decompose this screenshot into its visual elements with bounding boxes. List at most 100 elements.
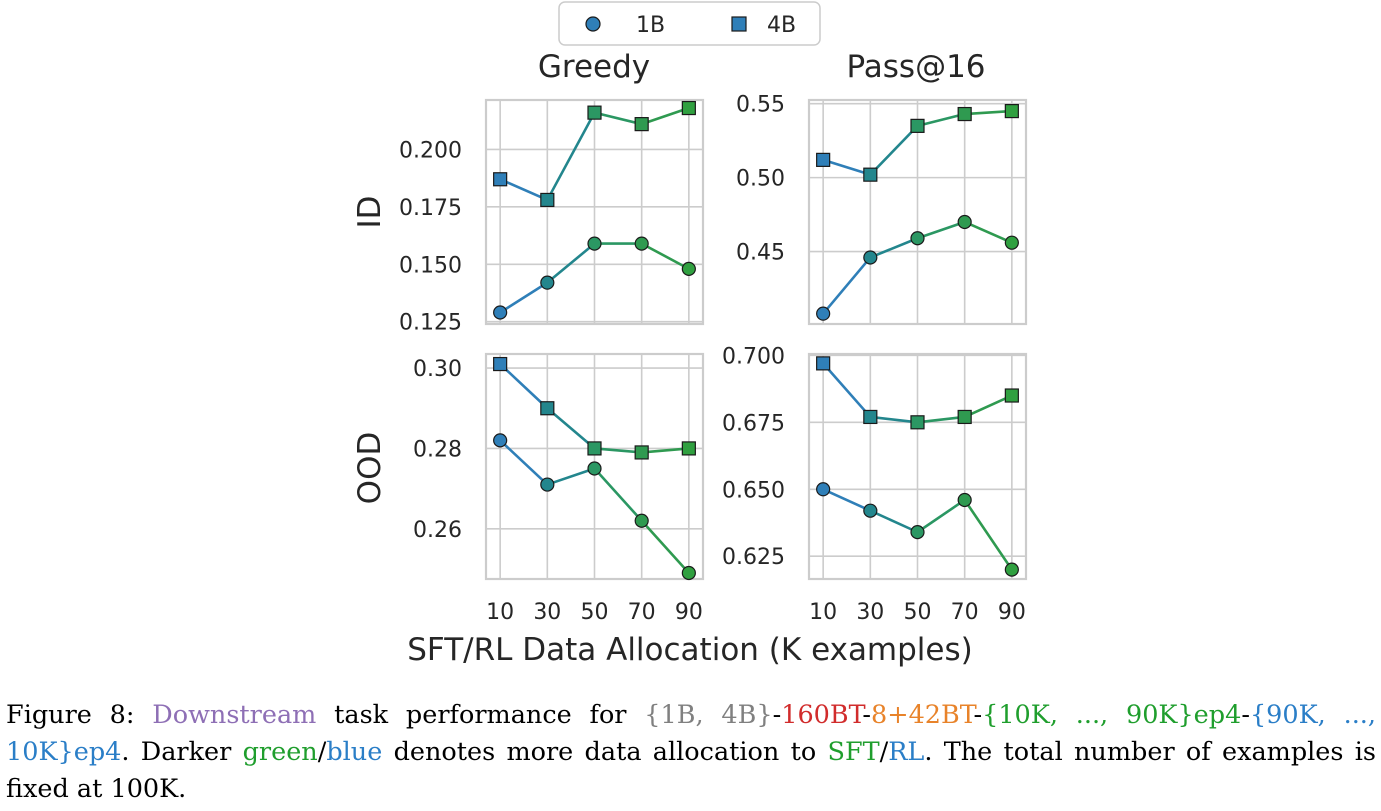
- data-point-1b: [863, 250, 878, 265]
- panel-greedy-id: 0.125 0.150 0.175 0.200: [399, 98, 705, 336]
- series-4b-segment: [963, 109, 1014, 116]
- series-4b-segment: [821, 362, 872, 419]
- series-1b-segment: [916, 220, 966, 240]
- y-tick-label: 0.45: [736, 241, 785, 266]
- caption-text-2: . Darker: [121, 737, 243, 767]
- column-title-pass16: Pass@16: [846, 49, 985, 85]
- data-point-4b: [1004, 388, 1019, 403]
- data-point-4b: [681, 441, 696, 456]
- series-1b-segment: [869, 509, 919, 534]
- data-point-4b: [863, 167, 878, 182]
- legend-4b-marker: [731, 16, 747, 32]
- series-1b-segment: [963, 498, 1014, 571]
- caption-rl: RL: [888, 737, 925, 767]
- series-1b-segment: [869, 236, 919, 259]
- y-tick-label: 0.150: [399, 253, 462, 278]
- y-tick-label: 0.50: [736, 167, 785, 192]
- series-4b-segment: [498, 177, 549, 202]
- y-tick-label: 0.650: [722, 478, 785, 503]
- y-tick-label: 0.200: [399, 138, 462, 163]
- y-tick-label: 0.175: [399, 196, 462, 221]
- series-1b-segment: [640, 242, 691, 271]
- data-point-4b: [910, 118, 925, 133]
- x-tick-label: 90: [675, 600, 703, 625]
- data-point-1b: [1004, 235, 1019, 250]
- y-tick-label: 0.675: [722, 411, 785, 436]
- caption-green: green: [242, 737, 318, 767]
- data-point-1b: [634, 236, 649, 251]
- caption-sft-range: {10K, ..., 90K}ep4: [982, 700, 1242, 730]
- y-tick-label: 0.125: [399, 311, 462, 336]
- series-1b-segment: [546, 467, 596, 486]
- row-label-id: ID: [352, 195, 388, 228]
- series-4b-segment: [546, 406, 596, 450]
- legend-1b-label: 1B: [636, 13, 665, 38]
- x-tick-label: 50: [581, 600, 609, 625]
- data-point-1b: [1004, 562, 1019, 577]
- caption-slash-1: /: [317, 737, 327, 767]
- legend-1b-marker: [585, 16, 601, 32]
- data-point-4b: [493, 356, 508, 372]
- series-4b-segment: [640, 106, 691, 126]
- data-point-1b: [540, 275, 555, 290]
- caption-sft: SFT: [827, 737, 880, 767]
- data-point-4b: [957, 409, 972, 425]
- caption-text-3: denotes more data allocation to: [382, 737, 828, 767]
- series-1b-segment: [498, 439, 549, 486]
- caption-rl-range: {90K, ..., 10K}ep4: [6, 700, 1377, 767]
- series-4b-segment: [498, 362, 549, 410]
- data-point-1b: [816, 306, 831, 321]
- column-title-greedy: Greedy: [538, 49, 650, 85]
- row-label-ood: OOD: [352, 432, 388, 505]
- caption-dash-1: -: [772, 700, 782, 730]
- legend-4b-label: 4B: [767, 13, 796, 38]
- data-point-4b: [587, 441, 602, 456]
- series-1b-segment: [640, 519, 691, 575]
- caption-lead: Figure 8:: [6, 700, 153, 730]
- x-axis-label: SFT/RL Data Allocation (K examples): [407, 632, 973, 668]
- x-tick-label: 70: [628, 600, 656, 625]
- panel-greedy-ood: 10 30 50 70 90 0.26 0.28 0.30: [413, 352, 705, 625]
- data-point-4b: [910, 415, 925, 430]
- figure-caption: Figure 8: Downstream task performance fo…: [6, 697, 1376, 808]
- data-point-1b: [493, 433, 508, 448]
- series-4b-segment: [963, 394, 1014, 419]
- data-point-4b: [540, 192, 555, 208]
- y-tick-label: 0.55: [736, 93, 785, 118]
- data-point-1b: [910, 231, 925, 246]
- data-point-4b: [540, 401, 555, 416]
- caption-blue: blue: [326, 737, 383, 767]
- y-tick-label: 0.26: [413, 518, 462, 543]
- data-point-1b: [681, 261, 696, 276]
- series-1b-segment: [546, 242, 596, 284]
- data-point-1b: [957, 492, 972, 508]
- series-4b-segment: [869, 124, 919, 176]
- axes-frame: [484, 352, 705, 581]
- y-tick-label: 0.700: [722, 344, 785, 369]
- caption-dash-3: -: [973, 700, 983, 730]
- series-1b-segment: [821, 256, 872, 315]
- series-4b-segment: [821, 158, 872, 176]
- series-4b-segment: [593, 447, 643, 454]
- x-tick-label: 10: [809, 600, 837, 625]
- data-point-4b: [634, 445, 649, 460]
- data-point-4b: [634, 117, 649, 132]
- legend-box: [558, 1, 821, 46]
- caption-dash-4: -: [1241, 700, 1250, 730]
- y-tick-label: 0.28: [413, 437, 462, 462]
- data-point-1b: [493, 305, 508, 320]
- series-4b-segment: [593, 111, 643, 126]
- series-4b-segment: [916, 112, 966, 128]
- data-point-1b: [957, 214, 972, 230]
- axes-frame: [807, 98, 1028, 326]
- caption-42bt: 8+42BT: [870, 700, 974, 730]
- x-tick-label: 70: [951, 600, 979, 625]
- series-1b-segment: [498, 281, 549, 314]
- y-tick-label: 0.625: [722, 545, 785, 570]
- data-point-1b: [681, 565, 696, 581]
- axes-frame: [807, 352, 1028, 581]
- data-point-1b: [540, 477, 555, 492]
- data-point-4b: [863, 409, 878, 425]
- x-tick-label: 30: [533, 600, 561, 625]
